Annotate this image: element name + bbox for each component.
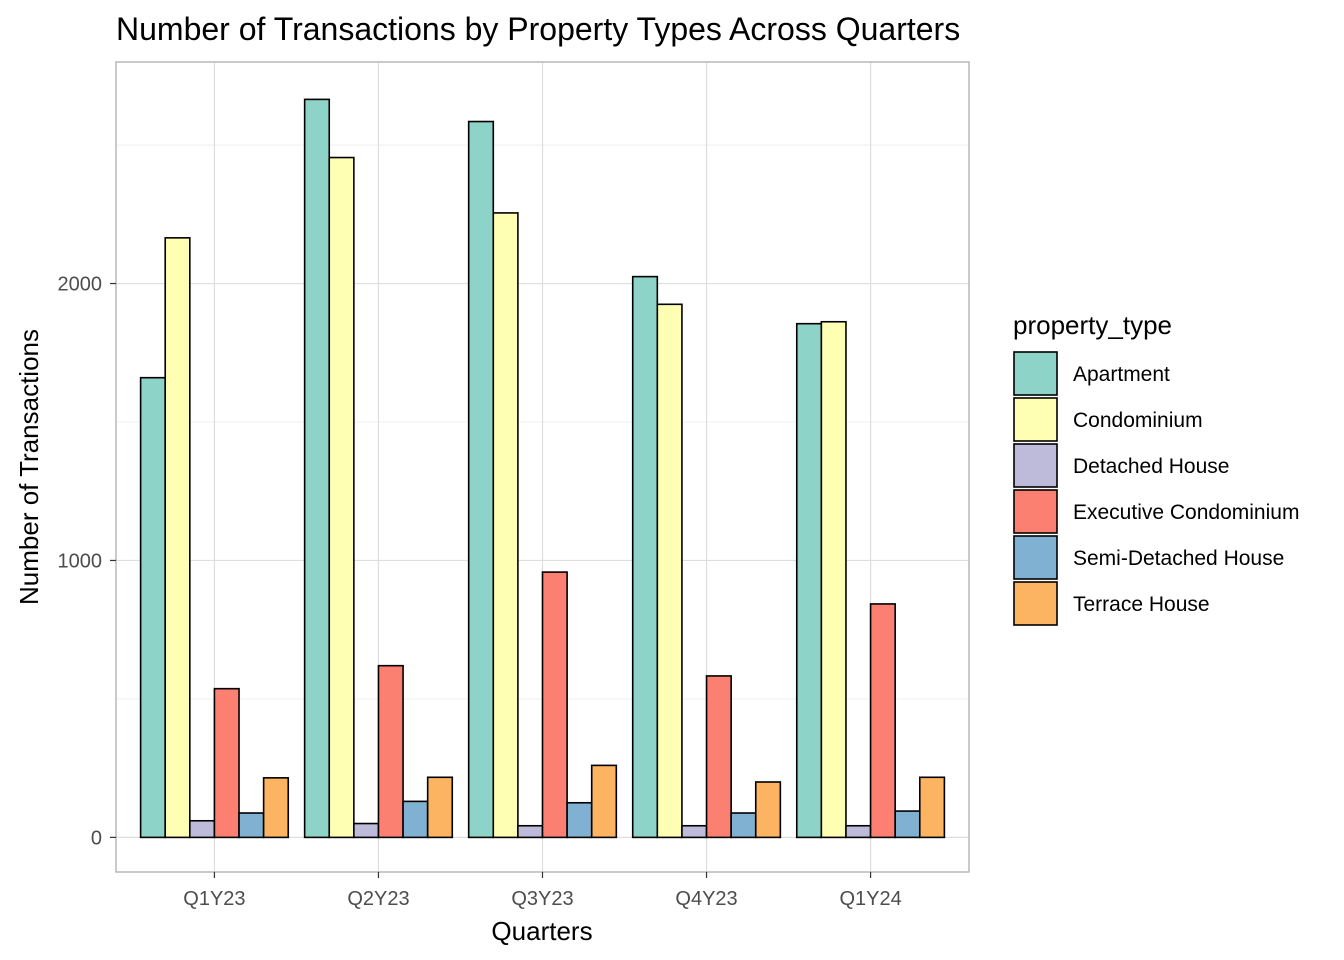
bar <box>541 571 568 839</box>
x-tick-label: Q4Y23 <box>675 888 737 910</box>
bar <box>426 776 454 839</box>
bar <box>566 801 593 839</box>
legend-key <box>1013 581 1058 626</box>
legend: property_type Apartment Condominium Detach… <box>1013 310 1299 626</box>
bar <box>918 776 946 839</box>
x-tick-label: Q1Y23 <box>183 888 245 910</box>
bars <box>139 98 946 839</box>
bar <box>590 764 618 839</box>
bar <box>894 810 921 839</box>
bar <box>656 303 683 839</box>
x-axis-title: Quarters <box>491 916 592 946</box>
bar <box>353 822 380 839</box>
bar <box>402 800 429 839</box>
x-tick-label: Q1Y24 <box>839 888 901 910</box>
legend-label: Terrace House <box>1073 593 1210 616</box>
bar <box>238 812 265 839</box>
legend-key <box>1013 489 1058 534</box>
legend-label: Apartment <box>1073 363 1170 386</box>
bar <box>164 237 191 839</box>
legend-key <box>1013 443 1058 488</box>
bar <box>517 824 544 839</box>
bar <box>705 675 732 839</box>
bar <box>795 322 823 839</box>
legend-key <box>1013 351 1058 396</box>
bar <box>730 812 757 839</box>
legend-key <box>1013 397 1058 442</box>
y-axis: 0 1000 2000 <box>58 274 116 849</box>
bar <box>681 824 708 839</box>
bar <box>845 824 872 839</box>
plot-panel <box>115 61 970 873</box>
legend-label: Executive Condominium <box>1073 501 1299 524</box>
bar <box>754 781 782 839</box>
bar <box>492 212 519 839</box>
bar <box>213 687 240 839</box>
y-tick-label: 2000 <box>58 274 103 296</box>
bar <box>139 376 167 839</box>
legend-label: Detached House <box>1073 455 1229 478</box>
y-tick-label: 1000 <box>58 550 103 572</box>
legend-key <box>1013 535 1058 580</box>
y-tick-label: 0 <box>91 827 102 849</box>
bar <box>820 320 847 839</box>
bar <box>189 819 216 839</box>
y-axis-title: Number of Transactions <box>14 329 44 605</box>
bar <box>262 777 290 839</box>
bar <box>377 664 404 839</box>
legend-label: Semi-Detached House <box>1073 547 1284 570</box>
bar <box>869 603 896 839</box>
legend-label: Condominium <box>1073 409 1203 432</box>
x-tick-label: Q2Y23 <box>347 888 409 910</box>
bar <box>303 98 331 839</box>
bar <box>467 120 495 839</box>
bar <box>631 275 659 839</box>
legend-title: property_type <box>1013 310 1172 340</box>
chart-title: Number of Transactions by Property Types… <box>116 11 960 47</box>
bar <box>328 156 355 839</box>
x-tick-label: Q3Y23 <box>511 888 573 910</box>
x-axis: Q1Y23 Q2Y23 Q3Y23 Q4Y23 Q1Y24 <box>183 872 902 910</box>
